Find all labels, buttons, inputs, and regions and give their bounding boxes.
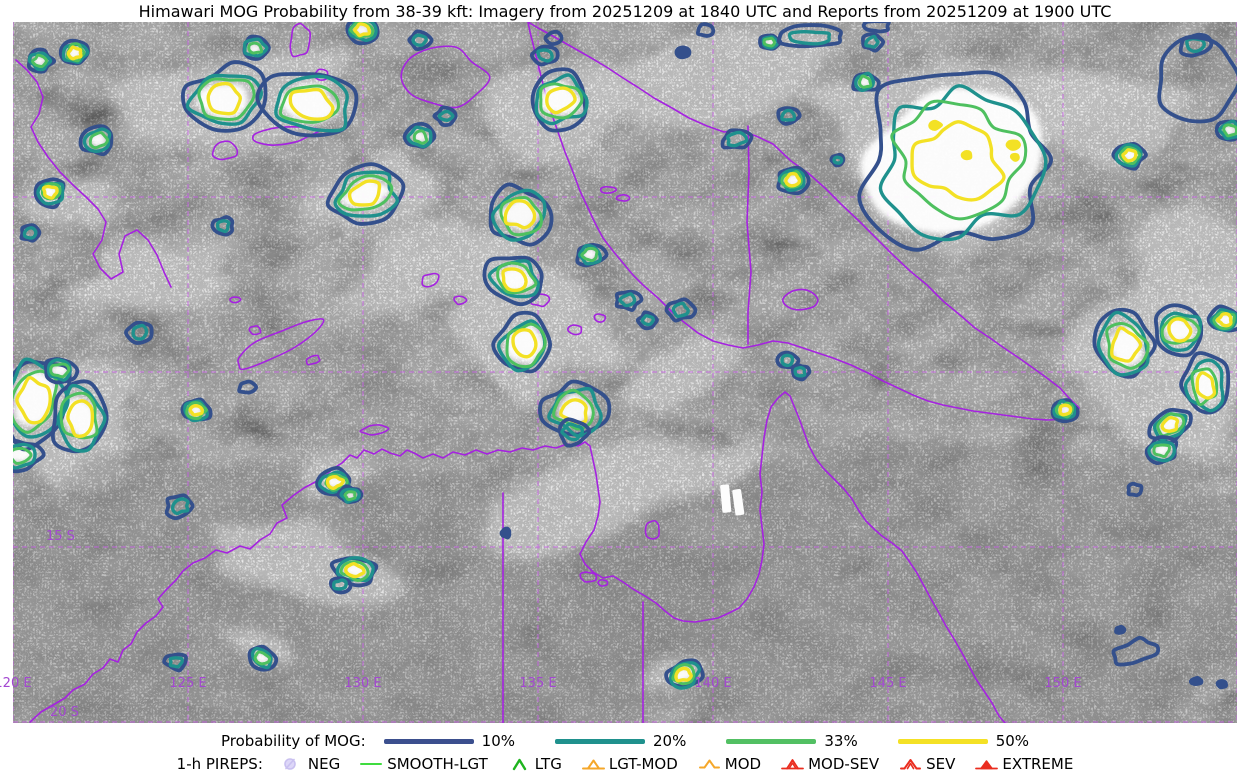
pirep-entry-SEV: SEV <box>899 755 955 773</box>
pirep-line-icon <box>360 756 383 772</box>
pirep-entry-label: LGT-MOD <box>608 755 678 773</box>
lat-label: 15 S <box>46 529 75 544</box>
pirep-filled-tri-icon <box>975 756 999 772</box>
satellite-map <box>13 22 1237 723</box>
pirep-caret-icon <box>508 756 531 772</box>
pirep-entry-NEG: NEG <box>281 755 340 773</box>
pirep-tent-icon <box>581 756 605 772</box>
pirep-entry-EXTREME: EXTREME <box>975 755 1073 773</box>
mog-entry-label: 33% <box>824 732 858 750</box>
pirep-entry-LTG: LTG <box>508 755 562 773</box>
pirep-entry-MOD-SEV: MOD-SEV <box>781 755 879 773</box>
lon-label: 145 E <box>869 676 907 691</box>
mog-legend-label: Probability of MOG: <box>220 732 366 750</box>
pirep-entry-label: EXTREME <box>1002 755 1074 773</box>
pirep-double-caret-icon <box>899 756 922 772</box>
mog-entry-50%: 50% <box>897 732 1030 750</box>
contour-color-swatch <box>555 738 646 744</box>
probability-contours <box>13 22 1237 690</box>
mog-entry-label: 10% <box>481 732 516 750</box>
mog-entry-label: 20% <box>653 732 687 750</box>
mog-entry-33%: 33% <box>726 732 858 750</box>
mog-entry-10%: 10% <box>383 732 516 750</box>
page-title: Himawari MOG Probability from 38-39 kft:… <box>138 2 1112 21</box>
lat-label: 20 S <box>50 705 79 720</box>
pirep-entry-label: SEV <box>926 755 956 773</box>
pirep-entry-MOD: MOD <box>698 755 761 773</box>
mog-probability-legend: Probability of MOG: 10% 20% 33% 50% <box>0 732 1250 750</box>
contour-color-swatch <box>726 738 817 744</box>
pirep-legend-label: 1-h PIREPS: <box>176 755 263 773</box>
pirep-entry-label: NEG <box>307 755 341 773</box>
lon-label: 120 E <box>0 676 32 691</box>
pirep-entry-label: SMOOTH-LGT <box>387 755 488 773</box>
lon-label: 140 E <box>694 676 732 691</box>
mog-entry-label: 50% <box>995 732 1030 750</box>
pirep-neg-icon <box>281 756 304 772</box>
pirep-entry-SMOOTH-LGT: SMOOTH-LGT <box>360 755 488 773</box>
mog-entry-20%: 20% <box>555 732 686 750</box>
pirep-entry-label: MOD <box>724 755 762 773</box>
pirep-tent-caret-icon <box>781 756 805 772</box>
pirep-legend: 1-h PIREPS: NEG SMOOTH-LGT LTG LGT-MOD MOD MO… <box>0 755 1250 773</box>
map-area: 120 E 125 E 130 E 135 E 140 E 145 E 150 E 15 S 2… <box>0 22 1237 723</box>
pirep-entry-label: MOD-SEV <box>808 755 880 773</box>
lon-label: 130 E <box>344 676 382 691</box>
pirep-entry-LGT-MOD: LGT-MOD <box>581 755 678 773</box>
pirep-caret-tails-icon <box>698 756 721 772</box>
pirep-entry-label: LTG <box>534 755 562 773</box>
lon-label: 125 E <box>169 676 207 691</box>
contour-color-swatch <box>383 738 474 744</box>
lon-label: 135 E <box>519 676 557 691</box>
lon-label: 150 E <box>1044 676 1082 691</box>
contour-color-swatch <box>897 738 988 744</box>
